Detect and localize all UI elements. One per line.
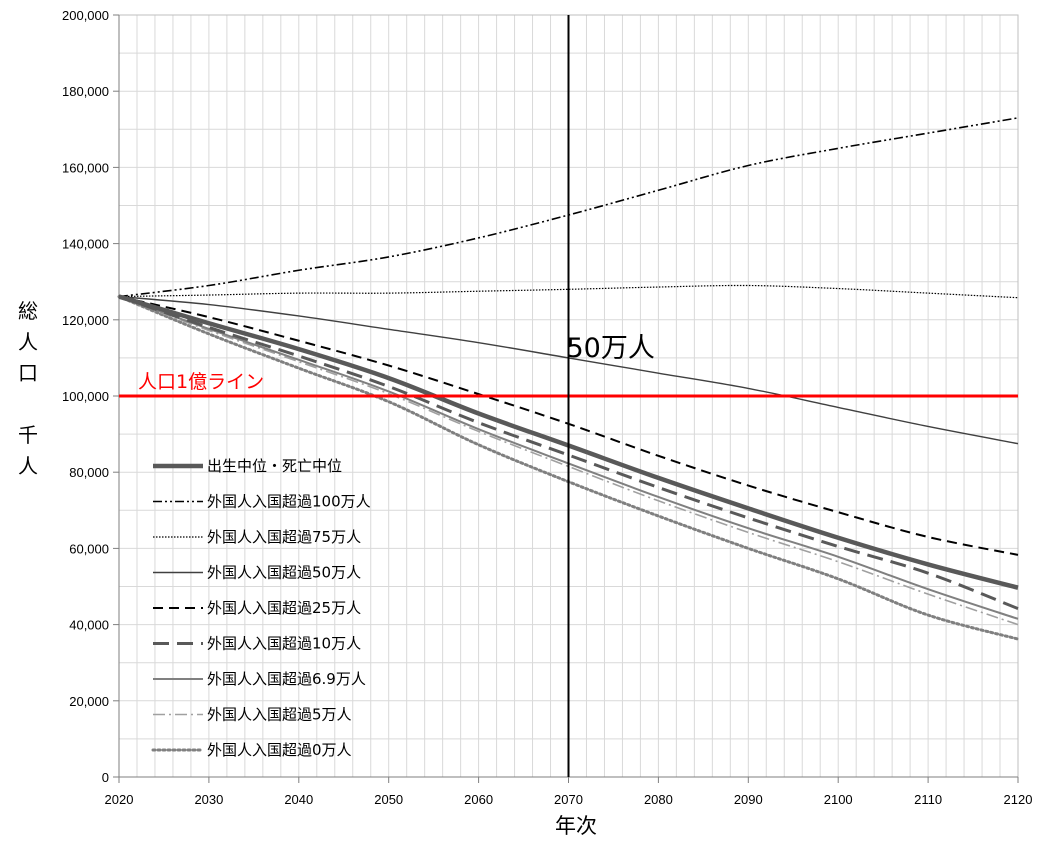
y-tick-label: 100,000 bbox=[62, 389, 109, 404]
y-tick-label: 40,000 bbox=[69, 618, 109, 633]
y-axis-title-char: 人 bbox=[18, 330, 38, 354]
hundred-million-line-label: 人口1億ライン bbox=[138, 371, 264, 393]
x-tick-label: 2030 bbox=[194, 792, 223, 807]
legend-label-8: 外国人入国超過5万人 bbox=[207, 706, 352, 724]
y-tick-label: 200,000 bbox=[62, 8, 109, 23]
x-tick-label: 2070 bbox=[554, 792, 583, 807]
legend-label-4: 外国人入国超過50万人 bbox=[207, 564, 361, 582]
x-tick-label: 2110 bbox=[914, 792, 942, 807]
y-tick-label: 20,000 bbox=[69, 694, 109, 709]
legend-label-6: 外国人入国超過10万人 bbox=[207, 635, 361, 653]
y-axis-title-char: 人 bbox=[18, 454, 38, 478]
legend-label-9: 外国人入国超過0万人 bbox=[207, 741, 352, 759]
x-tick-label: 2040 bbox=[284, 792, 313, 807]
y-tick-label: 120,000 bbox=[62, 313, 109, 328]
x-tick-label: 2100 bbox=[824, 792, 853, 807]
x-axis-title: 年次 bbox=[555, 814, 597, 838]
legend-label-7: 外国人入国超過6.9万人 bbox=[207, 670, 366, 688]
y-axis-title: 総人口(千人) bbox=[18, 299, 38, 478]
legend-label-3: 外国人入国超過75万人 bbox=[207, 528, 361, 546]
y-tick-label: 60,000 bbox=[69, 541, 109, 556]
legend: 出生中位・死亡中位外国人入国超過100万人外国人入国超過75万人外国人入国超過5… bbox=[151, 457, 371, 759]
y-tick-label: 160,000 bbox=[62, 160, 109, 175]
legend-label-2: 外国人入国超過100万人 bbox=[207, 493, 371, 511]
y-axis-title-char: 千 bbox=[18, 423, 38, 447]
x-tick-label: 2020 bbox=[105, 792, 134, 807]
y-tick-label: 180,000 bbox=[62, 84, 109, 99]
y-axis-title-char: 口 bbox=[18, 361, 38, 385]
y-axis-title-char: 総 bbox=[18, 299, 38, 323]
y-tick-label: 140,000 bbox=[62, 237, 109, 252]
series-line-8 bbox=[118, 295, 1019, 626]
y-tick-label: 80,000 bbox=[69, 465, 109, 480]
year-2070-line-label: 50万人 bbox=[567, 333, 655, 364]
x-tick-label: 2060 bbox=[464, 792, 493, 807]
y-tick-label: 0 bbox=[102, 770, 109, 785]
legend-label-1: 出生中位・死亡中位 bbox=[207, 457, 342, 475]
x-tick-label: 2050 bbox=[374, 792, 403, 807]
x-tick-label: 2090 bbox=[734, 792, 763, 807]
annotation-layer: 人口1億ライン 50万人 bbox=[119, 15, 1018, 777]
x-tick-label: 2080 bbox=[644, 792, 673, 807]
x-tick-label: 2120 bbox=[1004, 792, 1033, 807]
legend-label-5: 外国人入国超過25万人 bbox=[207, 599, 361, 617]
